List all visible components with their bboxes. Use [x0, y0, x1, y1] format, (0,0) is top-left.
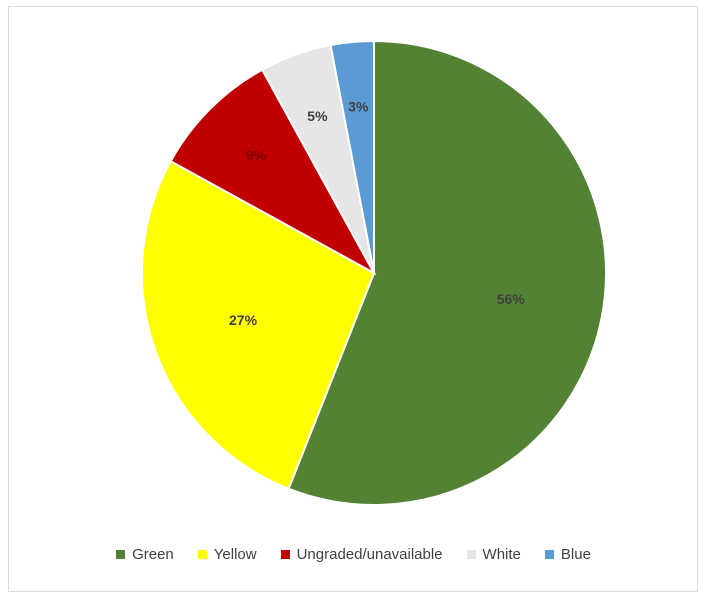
- pie-slice-blue: [329, 39, 375, 274]
- pie-data-labels: 56% 27% 9% 5% 3%: [229, 99, 525, 328]
- legend-swatch-white: [466, 550, 476, 559]
- legend-label-green: Green: [132, 546, 174, 563]
- legend-label-white: White: [482, 546, 521, 563]
- data-label-white: 5%: [307, 108, 328, 124]
- legend-item-yellow: Yellow: [197, 546, 257, 563]
- data-label-yellow: 27%: [229, 312, 258, 328]
- legend-item-white: White: [466, 546, 521, 563]
- legend-label-ungraded: Ungraded/unavailable: [296, 546, 443, 563]
- data-label-ungraded: 9%: [246, 147, 267, 163]
- legend-label-blue: Blue: [560, 546, 591, 563]
- pie-slice-ungraded: [169, 68, 377, 276]
- legend-item-blue: Blue: [544, 546, 591, 563]
- legend-item-green: Green: [116, 546, 174, 563]
- pie-slices: [141, 39, 607, 506]
- legend-swatch-ungraded: [280, 550, 290, 559]
- legend-swatch-yellow: [197, 550, 207, 559]
- legend-swatch-green: [116, 550, 126, 559]
- chart-legend: Green Yellow Ungraded/unavailable White …: [0, 546, 707, 563]
- legend-label-yellow: Yellow: [213, 546, 257, 563]
- data-label-blue: 3%: [348, 99, 369, 115]
- pie-slice-green: [287, 39, 607, 506]
- pie-slice-yellow: [141, 159, 376, 491]
- legend-swatch-blue: [544, 550, 554, 559]
- data-label-green: 56%: [497, 291, 526, 307]
- legend-item-ungraded: Ungraded/unavailable: [280, 546, 443, 563]
